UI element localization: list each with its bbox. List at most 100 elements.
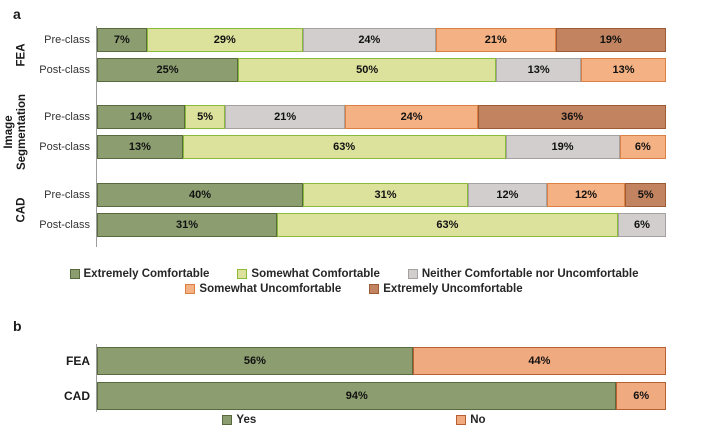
legend-label: Somewhat Comfortable <box>251 268 380 280</box>
bar-value-label: 63% <box>436 219 459 231</box>
row-label: Pre-class <box>44 189 90 201</box>
bar-segment-neither-comfortable-nor-uncomfortable: 21% <box>225 105 345 129</box>
bar-segment-extremely-comfortable: 7% <box>97 28 147 52</box>
bar-segment-somewhat-comfortable: 29% <box>146 28 303 52</box>
bar-segment-yes: 56% <box>97 347 413 375</box>
bar-value-label: 5% <box>197 111 214 123</box>
legend-item-yes: Yes <box>222 414 256 426</box>
bar-value-label: 44% <box>528 355 551 367</box>
bar-segment-neither-comfortable-nor-uncomfortable: 13% <box>496 58 582 82</box>
bar-value-label: 31% <box>374 189 397 201</box>
bar-segment-somewhat-uncomfortable: 13% <box>581 58 666 82</box>
row-label: FEA <box>66 354 90 368</box>
bar-row: 40% 31% 12% 12% 5% <box>97 183 666 207</box>
bar-segment-extremely-comfortable: 14% <box>97 105 185 129</box>
legend-swatch <box>369 284 380 294</box>
bar-row: 14% 5% 21% 24% 36% <box>97 105 666 129</box>
bar-value-label: 12% <box>496 189 519 201</box>
bar-segment-somewhat-comfortable: 63% <box>276 213 618 237</box>
bar-segment-extremely-uncomfortable: 19% <box>555 28 666 52</box>
bar-segment-extremely-comfortable: 13% <box>97 135 183 159</box>
panel-b-letter: b <box>13 318 22 334</box>
row-label: CAD <box>64 389 90 403</box>
bar-segment-neither-comfortable-nor-uncomfortable: 19% <box>505 135 620 159</box>
bar-segment-extremely-comfortable: 25% <box>97 58 239 82</box>
legend-label: Extremely Comfortable <box>83 268 210 280</box>
bar-value-label: 13% <box>128 141 151 153</box>
row-label: Post-class <box>39 64 90 76</box>
bar-segment-neither-comfortable-nor-uncomfortable: 12% <box>468 183 547 207</box>
panel-b-axis-line <box>96 344 97 412</box>
row-label: Post-class <box>39 141 90 153</box>
bar-value-label: 50% <box>356 64 379 76</box>
legend-item-extremely-comfortable: Extremely Comfortable <box>69 268 210 280</box>
bar-value-label: 31% <box>175 219 198 231</box>
panel-b-legend: Yes No <box>0 414 708 426</box>
bar-value-label: 94% <box>345 390 368 402</box>
bar-row: 94% 6% <box>97 382 666 410</box>
row-label: Pre-class <box>44 34 90 46</box>
bar-segment-no: 44% <box>412 347 666 375</box>
legend-label: Yes <box>236 414 257 426</box>
bar-segment-somewhat-comfortable: 31% <box>303 183 469 207</box>
bar-segment-yes: 94% <box>97 382 617 410</box>
legend-label: Extremely Uncomfortable <box>383 283 523 295</box>
bar-segment-somewhat-uncomfortable: 21% <box>435 28 556 52</box>
bar-value-label: 25% <box>156 64 179 76</box>
bar-value-label: 13% <box>612 64 635 76</box>
bar-segment-neither-comfortable-nor-uncomfortable: 24% <box>302 28 436 52</box>
bar-value-label: 7% <box>113 34 130 46</box>
bar-value-label: 21% <box>484 34 507 46</box>
bar-segment-somewhat-comfortable: 63% <box>182 135 506 159</box>
bar-segment-somewhat-uncomfortable: 24% <box>344 105 479 129</box>
legend-line-2: Somewhat Uncomfortable Extremely Uncomfor… <box>185 283 523 295</box>
legend-item-somewhat-uncomfortable: Somewhat Uncomfortable <box>185 283 341 295</box>
legend-line: Yes No <box>222 414 486 426</box>
bar-value-label: 13% <box>527 64 550 76</box>
group-label-fea: FEA <box>15 43 28 67</box>
bar-row: 31% 63% 6% <box>97 213 666 237</box>
legend-line-1: Extremely Comfortable Somewhat Comfortabl… <box>69 268 639 280</box>
legend-item-no: No <box>456 414 486 426</box>
legend-item-extremely-uncomfortable: Extremely Uncomfortable <box>369 283 523 295</box>
bar-row: 7% 29% 24% 21% 19% <box>97 28 666 52</box>
bar-segment-somewhat-comfortable: 50% <box>238 58 497 82</box>
bar-row: 25% 50% 13% 13% <box>97 58 666 82</box>
legend-label: No <box>470 414 486 426</box>
bar-value-label: 6% <box>633 390 650 402</box>
bar-segment-neither-comfortable-nor-uncomfortable: 6% <box>617 213 666 237</box>
bar-segment-somewhat-uncomfortable: 6% <box>619 135 666 159</box>
legend-swatch <box>237 269 248 279</box>
bar-value-label: 5% <box>637 189 654 201</box>
legend-swatch <box>456 415 467 425</box>
bar-segment-extremely-comfortable: 40% <box>97 183 304 207</box>
bar-value-label: 56% <box>243 355 266 367</box>
legend-swatch <box>69 269 80 279</box>
panel-a-axis-line <box>96 26 97 247</box>
bar-value-label: 12% <box>575 189 598 201</box>
bar-row: 56% 44% <box>97 347 666 375</box>
bar-value-label: 21% <box>274 111 297 123</box>
bar-segment-extremely-uncomfortable: 5% <box>625 183 666 207</box>
legend-label: Somewhat Uncomfortable <box>199 283 342 295</box>
bar-value-label: 19% <box>599 34 622 46</box>
panel-a-letter: a <box>13 6 21 22</box>
legend-label: Neither Comfortable nor Uncomfortable <box>421 268 639 280</box>
row-label: Post-class <box>39 219 90 231</box>
bar-value-label: 24% <box>358 34 381 46</box>
group-label-cad: CAD <box>15 197 28 223</box>
bar-value-label: 29% <box>213 34 236 46</box>
bar-value-label: 40% <box>188 189 212 201</box>
bar-segment-extremely-comfortable: 31% <box>97 213 277 237</box>
group-label-image-segmentation: Image Segmentation <box>2 93 28 171</box>
bar-value-label: 63% <box>333 141 356 153</box>
bar-segment-extremely-uncomfortable: 36% <box>478 105 666 129</box>
bar-value-label: 6% <box>634 219 650 231</box>
bar-segment-no: 6% <box>616 382 666 410</box>
bar-value-label: 24% <box>400 111 423 123</box>
row-label: Pre-class <box>44 111 90 123</box>
bar-segment-somewhat-comfortable: 5% <box>184 105 226 129</box>
bar-segment-somewhat-uncomfortable: 12% <box>546 183 626 207</box>
legend-swatch <box>407 269 418 279</box>
